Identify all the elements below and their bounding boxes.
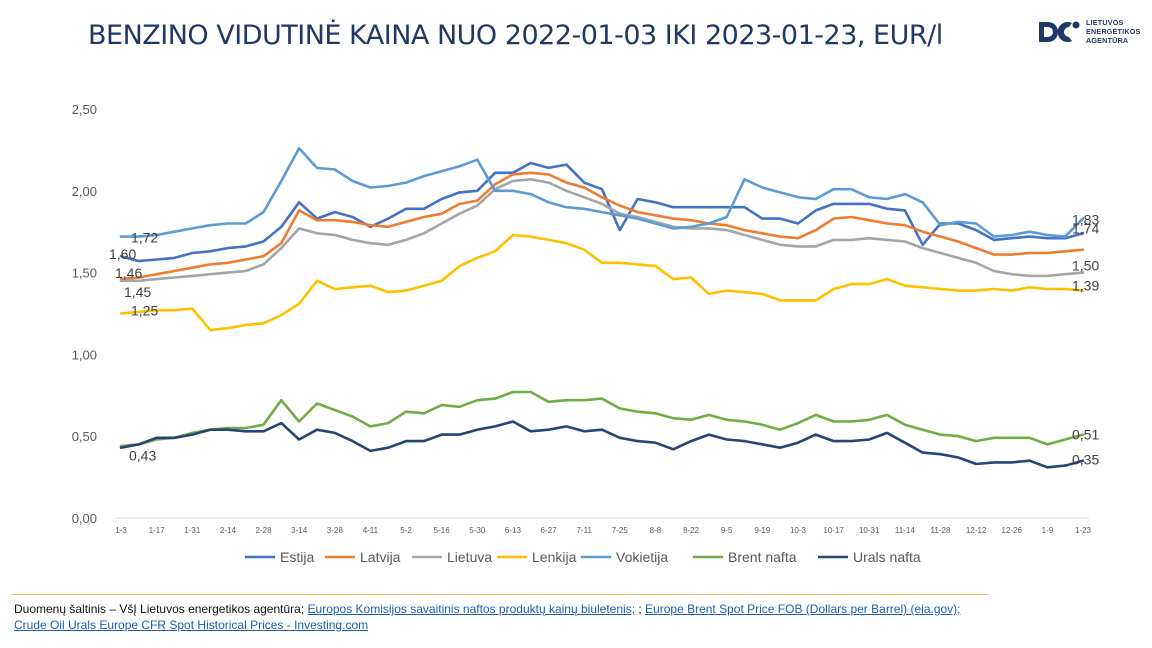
x-tick-label: 1-23 [1075, 526, 1092, 535]
x-tick-label: 12-12 [966, 526, 987, 535]
series-line [119, 178, 1085, 283]
data-label-end: 0,51 [1072, 427, 1099, 443]
legend-label: Vokietija [616, 549, 668, 565]
x-tick-label: 3-14 [291, 526, 308, 535]
x-tick-label: 10-3 [790, 526, 807, 535]
x-tick-label: 2-14 [220, 526, 237, 535]
x-tick-label: 5-16 [434, 526, 451, 535]
data-label-end: 0,35 [1072, 452, 1099, 468]
x-tick-label: 6-27 [541, 526, 558, 535]
y-tick-label: 0,00 [72, 511, 97, 526]
x-tick-label: 6-13 [505, 526, 522, 535]
lea-logo-mark-icon [1039, 21, 1080, 43]
source-note: Duomenų šaltinis – VšĮ Lietuvos energeti… [14, 601, 974, 633]
x-tick-label: 1-31 [184, 526, 201, 535]
x-tick-label: 12-26 [1002, 526, 1023, 535]
investing-urals-link[interactable]: Crude Oil Urals Europe CFR Spot Historic… [14, 618, 369, 632]
lea-logo-text: LIETUVOS ENERGETIKOS AGENTŪRA [1086, 18, 1141, 45]
x-tick-label: 4-11 [363, 526, 379, 535]
series-line [119, 171, 1085, 281]
data-label-start: 1,46 [115, 265, 142, 281]
data-label-start: 1,45 [124, 284, 151, 300]
data-label-start: 1,72 [131, 230, 158, 246]
data-label-start: 0,43 [129, 448, 156, 464]
x-tick-label: 2-28 [256, 526, 273, 535]
legend-label: Urals nafta [853, 549, 921, 565]
x-tick-label: 9-5 [721, 526, 733, 535]
data-label-end: 1,50 [1072, 258, 1099, 274]
series-line [119, 161, 1085, 263]
x-tick-label: 7-25 [612, 526, 629, 535]
series-line [119, 390, 1085, 448]
data-label-start: 1,25 [131, 303, 158, 319]
x-tick-label: 11-28 [931, 526, 951, 535]
series-line [119, 147, 1085, 238]
series-line [119, 420, 1085, 469]
x-tick-label: 9-19 [754, 526, 771, 535]
x-tick-label: 8-8 [650, 526, 662, 535]
source-prefix: Duomenų šaltinis – VšĮ Lietuvos energeti… [14, 602, 308, 616]
y-tick-label: 1,50 [72, 266, 97, 281]
x-tick-label: 10-17 [823, 526, 844, 535]
price-line-chart: 0,00 0,50 1,00 1,50 2,00 2,50 1-3 1-17 1-31 2-14 2… [72, 102, 1100, 565]
lea-logo: LIETUVOS ENERGETIKOS AGENTŪRA [1036, 16, 1146, 50]
x-tick-label: 5-30 [469, 526, 486, 535]
footer-divider [12, 594, 988, 595]
x-tick-label: 5-2 [400, 526, 412, 535]
legend-label: Brent nafta [728, 549, 797, 565]
page-title: BENZINO VIDUTINĖ KAINA NUO 2022-01-03 IK… [88, 20, 943, 51]
source-sep-1: ; [635, 602, 646, 616]
x-tick-label: 7-11 [576, 526, 592, 535]
x-tick-label: 1-3 [115, 526, 127, 535]
eia-brent-link[interactable]: Europe Brent Spot Price FOB (Dollars per… [645, 602, 961, 616]
legend-label: Lietuva [447, 549, 492, 565]
y-tick-label: 0,50 [72, 429, 97, 444]
x-tick-label: 1-17 [149, 526, 166, 535]
x-tick-label: 3-28 [327, 526, 344, 535]
data-label-end: 1,39 [1072, 278, 1099, 294]
y-tick-label: 1,00 [72, 347, 97, 362]
legend-label: Latvija [360, 549, 401, 565]
series-line [119, 233, 1085, 332]
legend-label: Estija [280, 549, 314, 565]
ec-bulletin-link[interactable]: Europos Komisijos savaitinis naftos prod… [307, 602, 636, 616]
legend-label: Lenkija [532, 549, 577, 565]
y-tick-label: 2,00 [72, 184, 97, 199]
data-label-start: 1,60 [109, 246, 136, 262]
x-tick-label: 11-14 [895, 526, 915, 535]
data-label-end: 1,83 [1072, 212, 1099, 228]
x-tick-label: 1-9 [1042, 526, 1054, 535]
y-tick-label: 2,50 [72, 102, 97, 117]
x-tick-label: 8-22 [683, 526, 700, 535]
x-tick-label: 10-31 [859, 526, 880, 535]
data-label-end: 1,74 [1072, 220, 1099, 236]
